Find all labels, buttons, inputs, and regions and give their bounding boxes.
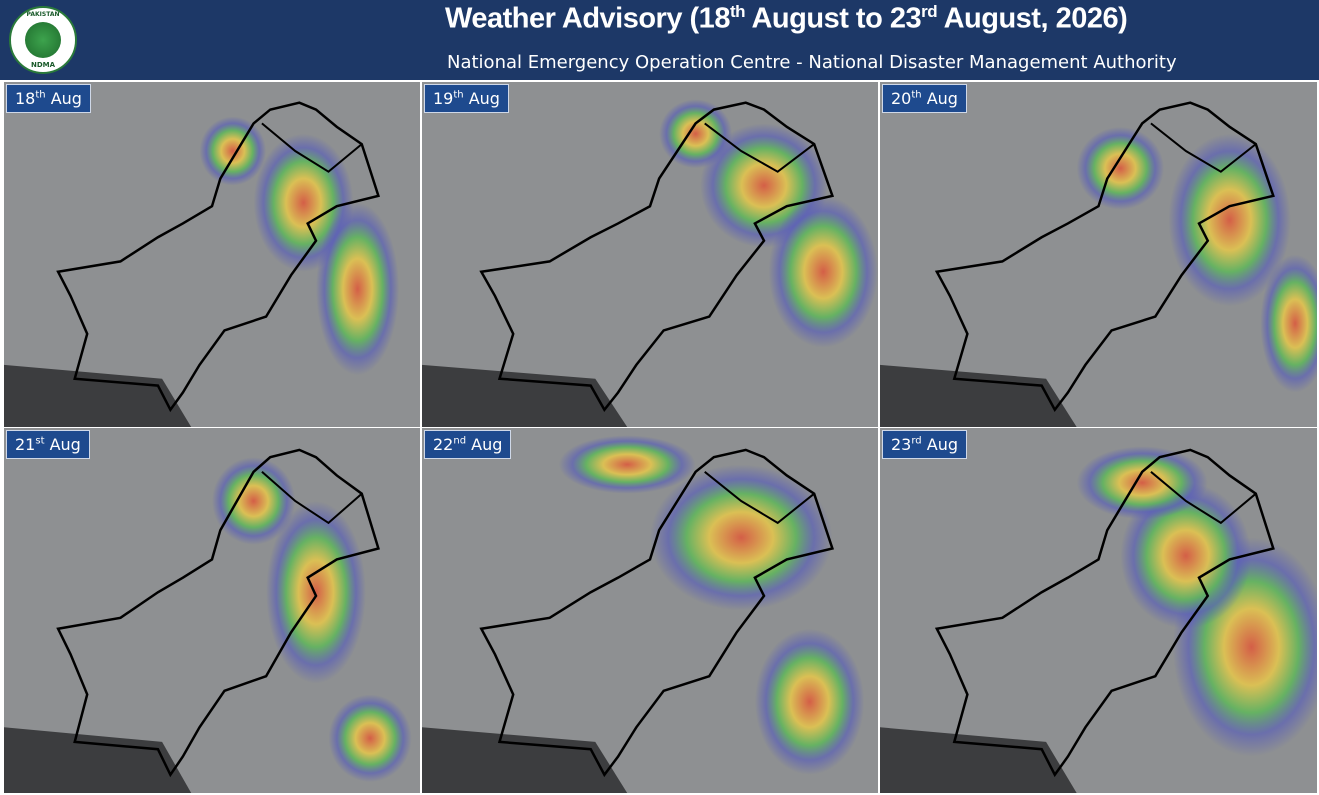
map [4,82,420,427]
map-panel: 20th Aug [880,82,1317,427]
day-label-month: Aug [468,89,500,108]
map-panel: 23rd Aug [880,428,1317,793]
day-label: 21st Aug [6,430,90,459]
map [880,428,1317,793]
day-label: 23rd Aug [882,430,967,459]
day-label-day: 23 [891,435,912,454]
day-label-day: 20 [891,89,912,108]
map-panel: 19th Aug [422,82,878,427]
day-label-suffix: rd [911,435,922,447]
subtitle: National Emergency Operation Centre - Na… [447,52,1177,73]
logo-top: PAKISTAN [26,11,60,18]
title-sup: rd [921,2,938,21]
logo-bottom: NDMA [30,61,56,69]
day-label-suffix: th [453,89,464,101]
map [4,428,420,793]
day-label-suffix: th [35,89,46,101]
title: Weather Advisory (18th August to 23rd Au… [445,2,1128,36]
day-label: 22nd Aug [424,430,512,459]
day-label-month: Aug [50,89,82,108]
day-label-day: 18 [15,89,36,108]
day-label-day: 21 [15,435,36,454]
day-label-month: Aug [471,435,503,454]
map-panel: 21st Aug [4,428,420,793]
day-label-month: Aug [926,89,958,108]
logo: PAKISTAN NDMA [9,6,77,74]
header: PAKISTAN NDMA Weather Advisory (18th Aug… [0,0,1319,80]
day-label: 20th Aug [882,84,967,113]
day-label-suffix: st [35,435,45,447]
title-part: Weather Advisory (18 [445,2,730,35]
day-label-month: Aug [49,435,81,454]
day-label-day: 22 [433,435,454,454]
title-sup: th [729,2,746,21]
title-part: August, 2026) [937,2,1128,35]
day-label-month: Aug [926,435,958,454]
day-label-suffix: nd [453,435,467,447]
day-label: 18th Aug [6,84,91,113]
title-part: August to 23 [745,2,922,35]
logo-emblem [25,22,61,58]
day-label-suffix: th [911,89,922,101]
map-panel: 18th Aug [4,82,420,427]
day-label: 19th Aug [424,84,509,113]
day-label-day: 19 [433,89,454,108]
map-panel: 22nd Aug [422,428,878,793]
map [422,82,878,427]
map [422,428,878,793]
map [880,82,1317,427]
